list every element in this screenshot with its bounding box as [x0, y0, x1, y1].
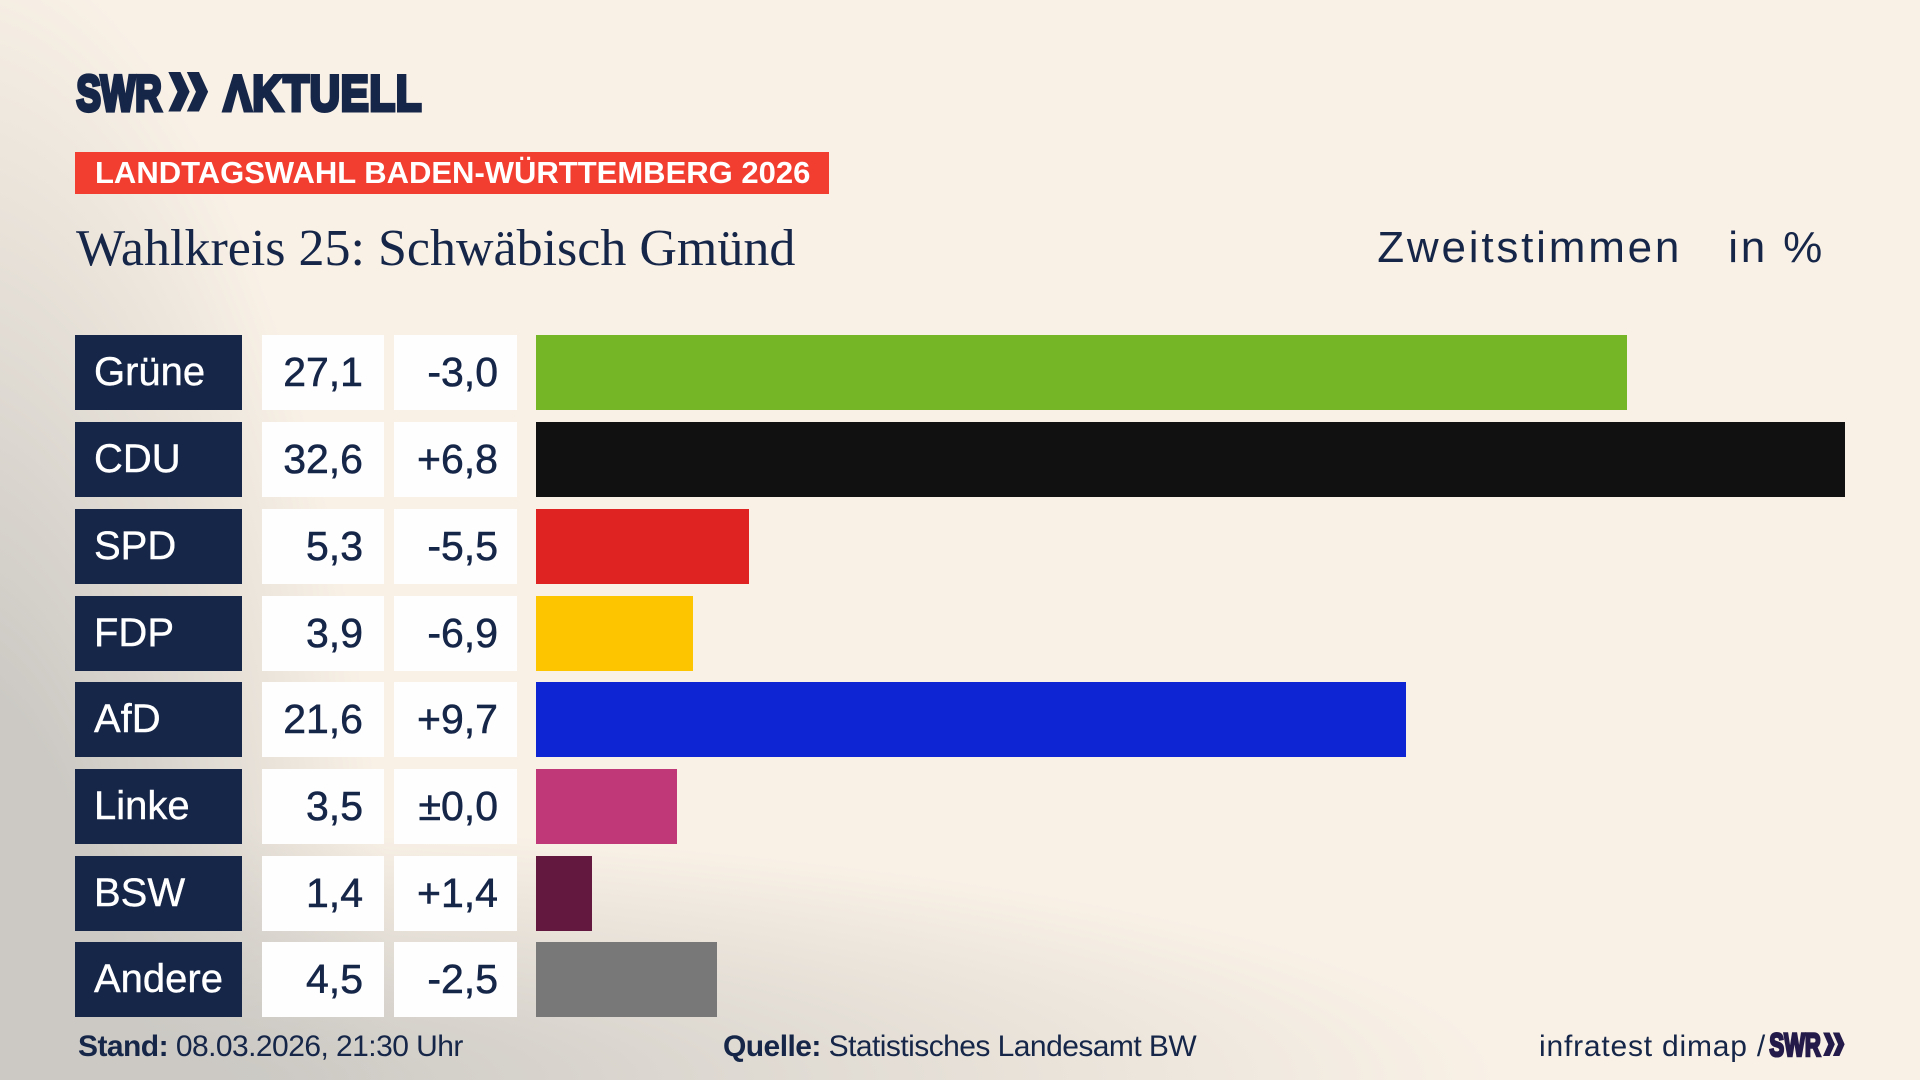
- svg-text:SWR: SWR: [1769, 1028, 1821, 1062]
- svg-text:SWR: SWR: [76, 69, 161, 119]
- svg-text:ΛKTUELL: ΛKTUELL: [224, 69, 423, 119]
